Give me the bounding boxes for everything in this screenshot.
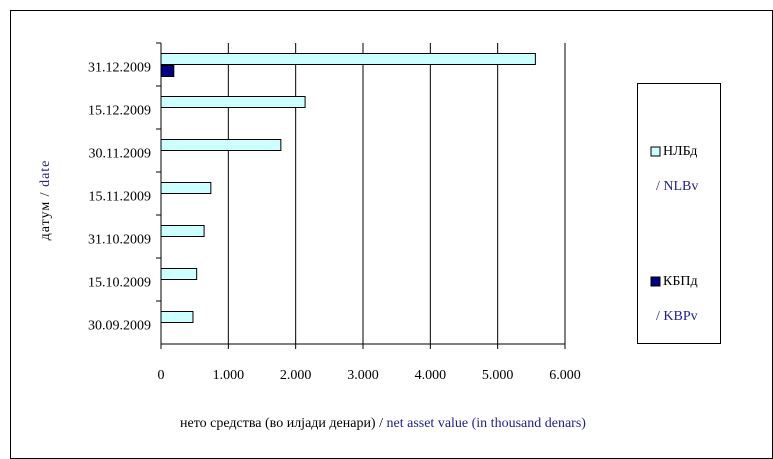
- x-axis-label: нето средства (во илјади денари) / net a…: [180, 416, 586, 431]
- x-tick-label: 5.000: [482, 368, 514, 383]
- legend-label: НЛБд: [663, 144, 697, 159]
- x-tick-label: 3.000: [347, 368, 379, 383]
- y-tick-label: 30.09.2009: [88, 319, 151, 334]
- y-tick-label: 15.10.2009: [88, 276, 151, 291]
- bar: [160, 182, 212, 194]
- x-tick-label: 6.000: [549, 368, 581, 383]
- y-axis-label: датум / date: [38, 160, 53, 241]
- y-axis-label-mk: датум /: [38, 191, 53, 240]
- y-tick-label: 15.11.2009: [89, 190, 151, 205]
- y-tick-label: 15.12.2009: [88, 104, 151, 119]
- x-tick-label: 1.000: [213, 368, 245, 383]
- bar: [160, 225, 205, 237]
- bar: [160, 96, 306, 108]
- legend-swatch: [650, 276, 661, 287]
- legend-label: КБПд: [663, 274, 698, 289]
- bar: [160, 139, 282, 151]
- y-tick-label: 31.12.2009: [88, 61, 151, 76]
- bar: [160, 268, 198, 280]
- legend-label-en: / KBPv: [656, 309, 698, 324]
- y-tick-label: 30.11.2009: [89, 147, 151, 162]
- legend-box: [637, 83, 721, 344]
- x-tick-label: 0: [158, 368, 165, 383]
- bar: [160, 311, 194, 323]
- legend-swatch: [650, 146, 661, 157]
- bar: [160, 65, 175, 77]
- bar: [160, 53, 536, 65]
- y-tick-label: 31.10.2009: [88, 233, 151, 248]
- x-axis-label-mk: нето средства (во илјади денари) /: [180, 416, 383, 431]
- x-axis-label-en: net asset value (in thousand denars): [387, 416, 587, 431]
- x-tick-label: 4.000: [415, 368, 447, 383]
- y-axis-label-en: date: [38, 160, 53, 187]
- x-tick-label: 2.000: [280, 368, 312, 383]
- legend-label-en: / NLBv: [656, 179, 698, 194]
